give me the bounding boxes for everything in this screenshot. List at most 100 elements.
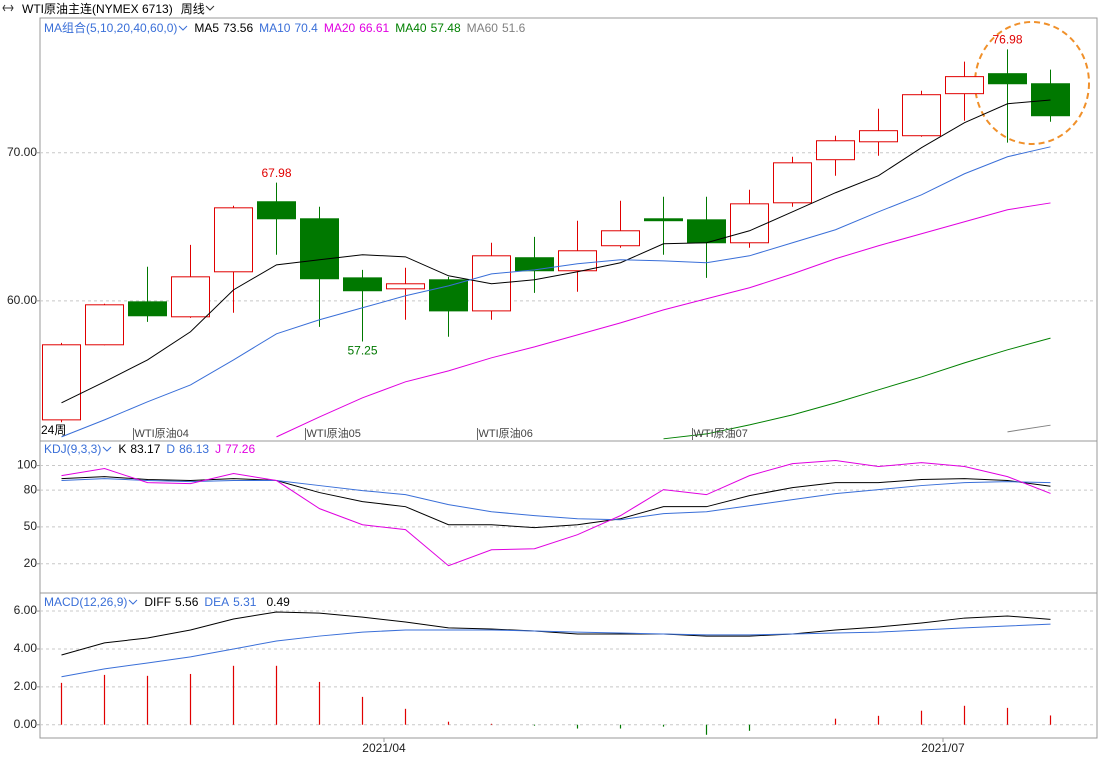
y-tick-label: 70.00 xyxy=(7,145,37,159)
dropdown[interactable] xyxy=(128,598,138,606)
series-line xyxy=(61,476,1051,529)
legend-item: MA40 57.48 xyxy=(395,21,460,35)
contract-label: WTI原油04 xyxy=(135,426,189,440)
series-line xyxy=(276,202,1051,438)
series-line xyxy=(61,478,1051,521)
candle-body xyxy=(343,277,382,292)
series-line xyxy=(61,99,1051,404)
candle-body xyxy=(902,94,941,137)
legend-item: DEA 5.31 xyxy=(204,595,256,609)
y-tick-label: 100 xyxy=(17,458,37,472)
x-tick-label: 2021/07 xyxy=(921,741,965,755)
series-line xyxy=(61,460,1051,567)
legend: MA组合(5,10,20,40,60,0) MA5 73.56 MA10 70.4 MA2… xyxy=(44,19,525,36)
candle-body xyxy=(816,140,855,161)
plot-frame xyxy=(39,17,1098,739)
y-tick-label: 20 xyxy=(24,556,38,570)
y-tick-label: 0.00 xyxy=(14,717,38,731)
candle-body xyxy=(42,344,81,421)
candle-body xyxy=(429,279,468,312)
price-annotation: 76.98 xyxy=(992,33,1022,47)
indicator-name: MA组合(5,10,20,40,60,0) xyxy=(44,21,178,35)
legend-name: D xyxy=(166,442,176,456)
indicator-name: MACD(12,26,9) xyxy=(44,595,128,609)
legend: MACD(12,26,9) DIFF 5.56 DEA 5.31 0.49 xyxy=(44,595,290,609)
y-tick-label: 4.00 xyxy=(14,641,38,655)
legend-value: 73.56 xyxy=(223,20,254,35)
legend-value: 57.48 xyxy=(430,20,461,35)
candle-body xyxy=(386,283,425,290)
price-annotation: 67.98 xyxy=(261,166,291,180)
legend-item: DIFF 5.56 xyxy=(144,595,198,609)
series-line xyxy=(663,337,1051,440)
span-label: 24周 xyxy=(41,423,66,437)
legend-name: MA5 xyxy=(194,20,220,35)
legend-value: 70.4 xyxy=(294,20,318,35)
title: WTI原油主连(NYMEX 6713) xyxy=(22,1,173,16)
candle-body xyxy=(128,301,167,317)
contract-label: WTI原油06 xyxy=(479,426,533,440)
legend-item: MA20 66.61 xyxy=(324,21,389,35)
candles xyxy=(42,49,1070,423)
contract-label: WTI原油07 xyxy=(694,426,748,440)
legend-name: K xyxy=(118,442,127,456)
legend-item: MA10 70.4 xyxy=(259,21,318,35)
legend-name: MA20 xyxy=(323,20,356,35)
legend-item: D 86.13 xyxy=(166,442,209,456)
legend-item: MA60 51.6 xyxy=(467,21,526,35)
y-tick-label: 2.00 xyxy=(14,679,38,693)
candle-body xyxy=(214,207,253,273)
candle-body xyxy=(601,230,640,247)
candle-body xyxy=(171,276,210,318)
y-tick-label: 50 xyxy=(24,519,38,533)
legend-name: DEA xyxy=(204,595,230,609)
legend-name: MA10 xyxy=(259,20,291,35)
legend-value: 66.61 xyxy=(359,20,390,35)
legend-value: 5.56 xyxy=(175,595,199,609)
dropdown[interactable] xyxy=(178,24,188,32)
candle-body xyxy=(988,73,1027,85)
legend-item: MA5 73.56 xyxy=(194,21,253,35)
legend-item: K 83.17 xyxy=(118,442,160,456)
legend-name: MA40 xyxy=(395,20,427,35)
series-line xyxy=(1007,424,1051,433)
series-line xyxy=(61,611,1051,656)
candle-body xyxy=(945,76,984,95)
icon xyxy=(2,4,14,12)
candle-body xyxy=(558,250,597,272)
indicator-name: KDJ(9,3,3) xyxy=(44,442,102,456)
legend: KDJ(9,3,3) K 83.17 D 86.13 J 77.26 xyxy=(44,442,255,456)
title-bar: WTI原油主连(NYMEX 6713) 周线 xyxy=(0,0,215,16)
legend-value: 5.31 xyxy=(233,595,257,609)
candle-body xyxy=(300,218,339,280)
legend-value: 86.13 xyxy=(179,442,210,456)
legend-value: 51.6 xyxy=(501,20,526,35)
dropdown[interactable] xyxy=(102,445,112,453)
candle-body xyxy=(859,130,898,143)
period[interactable]: 周线 xyxy=(180,1,205,16)
y-tick-label: 60.00 xyxy=(7,293,37,307)
contract-label: WTI原油05 xyxy=(307,426,361,440)
legend-name: DIFF xyxy=(144,595,172,609)
legend-value: 77.26 xyxy=(225,442,256,456)
y-tick-label: 80 xyxy=(24,482,38,496)
legend-item: J 77.26 xyxy=(215,442,255,456)
candle-body xyxy=(773,162,812,204)
series-line xyxy=(61,146,1051,438)
x-tick-label: 2021/04 xyxy=(362,741,406,755)
candle-body xyxy=(85,304,124,346)
candle-body xyxy=(1031,83,1070,117)
legend-name: J xyxy=(215,442,222,456)
y-tick-label: 6.00 xyxy=(14,603,38,617)
candle-body xyxy=(257,201,296,220)
legend-name: MA60 xyxy=(466,20,498,35)
candle-body xyxy=(515,257,554,272)
legend-value: 0.49 xyxy=(266,595,290,609)
price-annotation: 57.25 xyxy=(347,344,377,358)
dropdown[interactable] xyxy=(205,4,215,12)
candle-body xyxy=(644,218,683,222)
series-line xyxy=(61,623,1051,678)
legend-value: 83.17 xyxy=(130,442,161,456)
